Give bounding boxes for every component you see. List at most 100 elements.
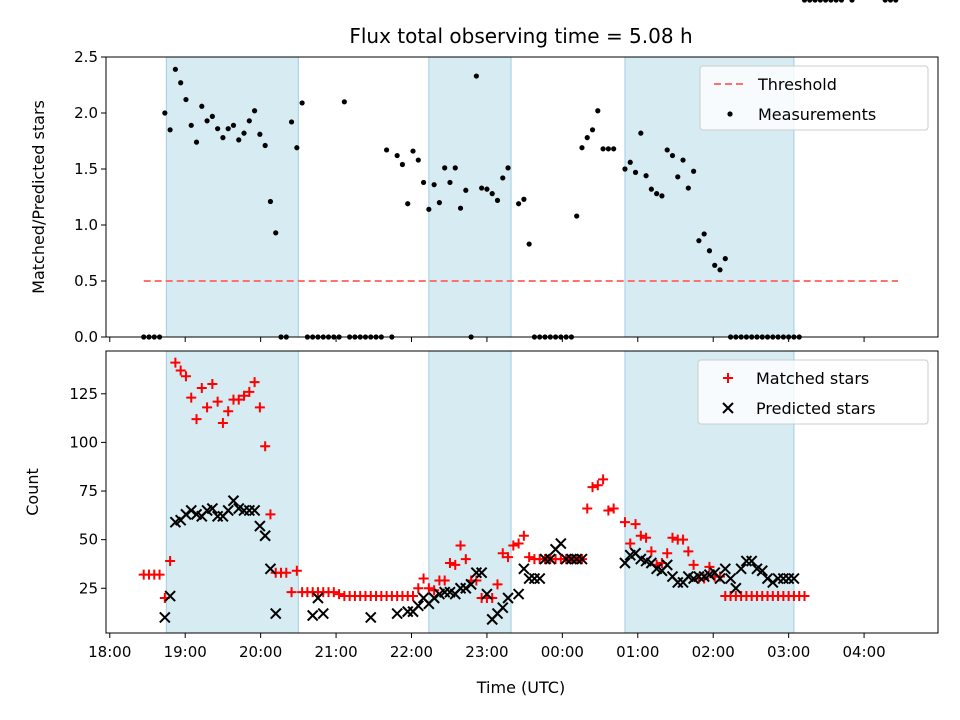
matched-stars-point — [603, 505, 614, 516]
measurements-point — [659, 193, 665, 199]
matched-stars-point — [202, 402, 213, 413]
measurements-point — [473, 73, 479, 79]
measurements-point — [225, 126, 231, 132]
matched-stars-point — [518, 530, 529, 541]
x-tick-label: 01:00 — [616, 643, 659, 661]
matched-stars-legend-key — [723, 373, 733, 383]
measurements-point — [236, 137, 242, 143]
measurements-point — [341, 99, 347, 105]
measurements-point — [410, 148, 416, 154]
predicted-stars-point — [788, 572, 800, 585]
matched-stars-point — [503, 552, 514, 563]
predicted-stars-point — [317, 607, 329, 620]
predicted-stars-point — [391, 607, 403, 620]
matched-stars-point — [239, 390, 250, 401]
predicted-stars-point — [227, 495, 240, 507]
measurements-point — [273, 230, 279, 236]
counts-y-tick-label: 125 — [69, 385, 98, 403]
ratio-plot-frame — [105, 56, 939, 338]
measurements-point — [230, 122, 237, 128]
matched-stars-point — [450, 559, 461, 570]
measurements-point — [426, 206, 432, 212]
predicted-stars-point — [724, 572, 737, 585]
x-tick-label: 20:00 — [239, 643, 282, 661]
measurements-point — [251, 108, 258, 114]
x-tick-label: 04:00 — [842, 643, 885, 661]
matched-stars-point — [508, 540, 519, 551]
measurements-point — [823, 0, 829, 3]
matched-stars-point — [408, 591, 419, 602]
predicted-stars-point — [619, 557, 631, 569]
chart-title: Flux total observing time = 5.08 h — [349, 24, 692, 48]
measurements-point — [489, 191, 495, 197]
matched-stars-point — [418, 573, 429, 584]
measurements-point — [521, 196, 527, 202]
predicted-stars-legend-label: Predicted stars — [756, 399, 876, 418]
matched-stars-point — [625, 538, 636, 549]
predicted-stars-point — [576, 553, 588, 565]
x-tick-label: 03:00 — [767, 643, 810, 661]
measurements-point — [167, 127, 173, 133]
counts-y-tick-label: 75 — [79, 482, 98, 500]
matched-stars-point — [334, 589, 345, 600]
ratio-y-tick-label: 2.0 — [74, 104, 98, 122]
measurements-point — [812, 0, 818, 3]
measurements-point — [648, 186, 654, 192]
matched-stars-point — [630, 519, 641, 530]
predicted-stars-point — [254, 520, 266, 532]
matched-stars-point — [196, 382, 207, 393]
predicted-stars-point — [756, 565, 768, 577]
matched-stars-point — [635, 530, 646, 541]
measurements-point — [712, 262, 718, 268]
matched-stars-point — [154, 569, 165, 580]
ratio-y-tick-label: 1.5 — [74, 160, 98, 178]
measurements-point — [479, 185, 485, 191]
measurements-point — [215, 126, 221, 132]
measurements-point — [267, 198, 274, 205]
measurements-point — [589, 127, 596, 133]
counts-y-tick-label: 100 — [69, 433, 98, 451]
x-tick-label: 18:00 — [88, 643, 131, 661]
matched-stars-point — [328, 587, 339, 598]
measurements-point — [162, 110, 168, 116]
matched-stars-point — [678, 534, 689, 545]
matched-stars-point — [186, 392, 197, 403]
measurements-point — [516, 201, 522, 207]
matched-stars-point — [598, 474, 609, 485]
ratio-y-tick-label: 0.0 — [74, 328, 98, 346]
measurements-point — [288, 119, 295, 125]
ratio-shaded-band — [428, 57, 512, 337]
measurements-point — [611, 146, 617, 152]
matched-stars-point — [291, 565, 302, 576]
measurements-point — [643, 173, 649, 179]
predicted-stars-point — [475, 567, 488, 579]
measurements-point — [172, 66, 178, 72]
measurements-point — [654, 191, 660, 197]
matched-stars-point — [254, 402, 265, 413]
measurements-point — [384, 147, 390, 153]
measurements-point — [605, 146, 611, 152]
counts-legend: Matched stars Predicted stars — [697, 359, 929, 425]
x-tick-label: 21:00 — [314, 643, 357, 661]
measurements-point — [394, 152, 400, 159]
predicted-stars-point — [661, 559, 673, 571]
matched-stars-legend-label: Matched stars — [756, 369, 869, 388]
matched-stars-point — [170, 357, 181, 368]
counts-shaded-band — [166, 351, 299, 633]
measurements-point — [849, 0, 855, 3]
measurements-point — [199, 103, 205, 109]
predicted-stars-point — [512, 588, 525, 600]
ratio-y-tick-label: 2.5 — [74, 48, 98, 66]
predicted-stars-point — [497, 602, 509, 614]
measurements-point — [622, 166, 628, 172]
measurements-point — [833, 0, 839, 3]
measurements-point — [241, 130, 247, 136]
matched-stars-point — [619, 517, 630, 528]
matched-stars-point — [513, 538, 524, 549]
measurements-point — [817, 0, 823, 3]
counts-y-axis-title: Count — [23, 468, 42, 516]
predicted-stars-point — [714, 572, 726, 585]
matched-stars-point — [212, 396, 223, 407]
measurements-point — [257, 131, 263, 137]
x-tick-label: 22:00 — [390, 643, 433, 661]
